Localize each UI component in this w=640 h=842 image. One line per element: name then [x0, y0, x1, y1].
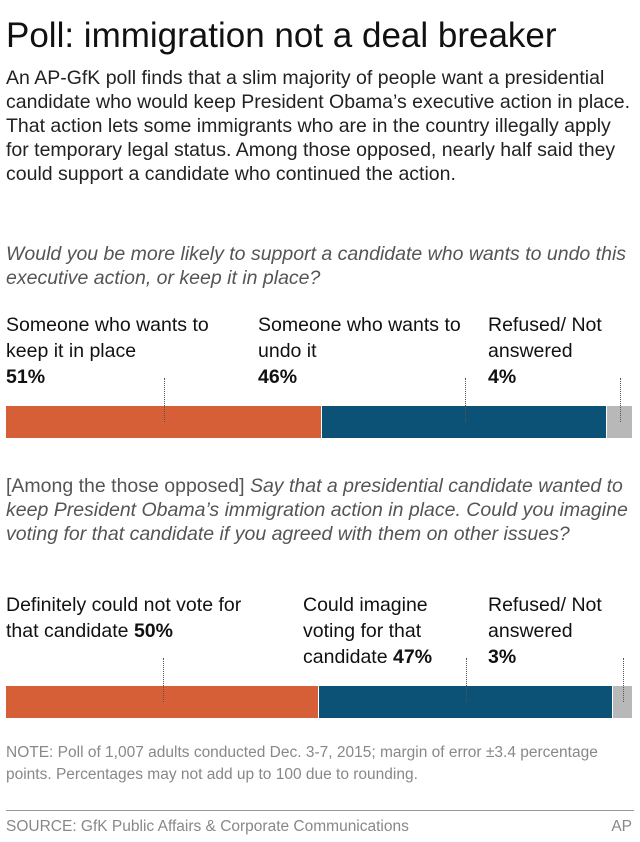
- leader-line: [162, 658, 164, 702]
- series-name: Refused/ Not answered: [488, 594, 602, 642]
- legend-label: Someone who wants to keep it in place 51%: [6, 312, 236, 390]
- leader-line: [466, 658, 468, 702]
- series-name: Someone who wants to undo it: [258, 314, 461, 362]
- value-label: 4%: [488, 366, 517, 388]
- value-label: 51%: [6, 366, 46, 388]
- question-text: Say that a presidential candidate wanted…: [6, 475, 628, 545]
- bar-segment: [6, 406, 321, 438]
- leader-line: [464, 378, 466, 422]
- note: NOTE: Poll of 1,007 adults conducted Dec…: [6, 744, 598, 783]
- leader-line: [164, 378, 166, 422]
- value-label: 50%: [133, 620, 173, 642]
- legend-label: Could imagine voting for that candidate …: [303, 592, 473, 670]
- legend-label: Refused/ Not answered 3%: [488, 592, 638, 670]
- legend-label: Someone who wants to undo it 46%: [258, 312, 468, 390]
- bar-segment: [613, 686, 632, 718]
- credit: AP: [611, 818, 632, 835]
- legend-label: Definitely could not vote for that candi…: [6, 592, 276, 644]
- bar-segment: [319, 686, 612, 718]
- series-name: Definitely could not vote for that candi…: [6, 594, 242, 642]
- divider: [6, 810, 634, 811]
- source: SOURCE: GfK Public Affairs & Corporate C…: [6, 818, 409, 835]
- bar-segment: [6, 686, 318, 718]
- question-text: Would you be more likely to support a ca…: [6, 243, 627, 289]
- series-name: Refused/ Not answered: [488, 314, 602, 362]
- leader-line: [619, 378, 621, 422]
- series-name: Someone who wants to keep it in place: [6, 314, 209, 362]
- series-name: Could imagine voting for that candidate: [303, 594, 428, 668]
- question-prefix: [Among the those opposed]: [6, 475, 245, 497]
- value-label: 3%: [488, 646, 517, 668]
- leader-line: [622, 658, 624, 702]
- question: Would you be more likely to support a ca…: [6, 242, 638, 290]
- intro: An AP-GfK poll finds that a slim majorit…: [6, 67, 631, 185]
- value-label: 46%: [258, 366, 298, 388]
- legend-label: Refused/ Not answered 4%: [488, 312, 638, 390]
- bar-segment: [322, 406, 606, 438]
- value-label: 47%: [393, 646, 433, 668]
- title: Poll: immigration not a deal breaker: [6, 16, 557, 55]
- question: [Among the those opposed] Say that a pre…: [6, 474, 638, 546]
